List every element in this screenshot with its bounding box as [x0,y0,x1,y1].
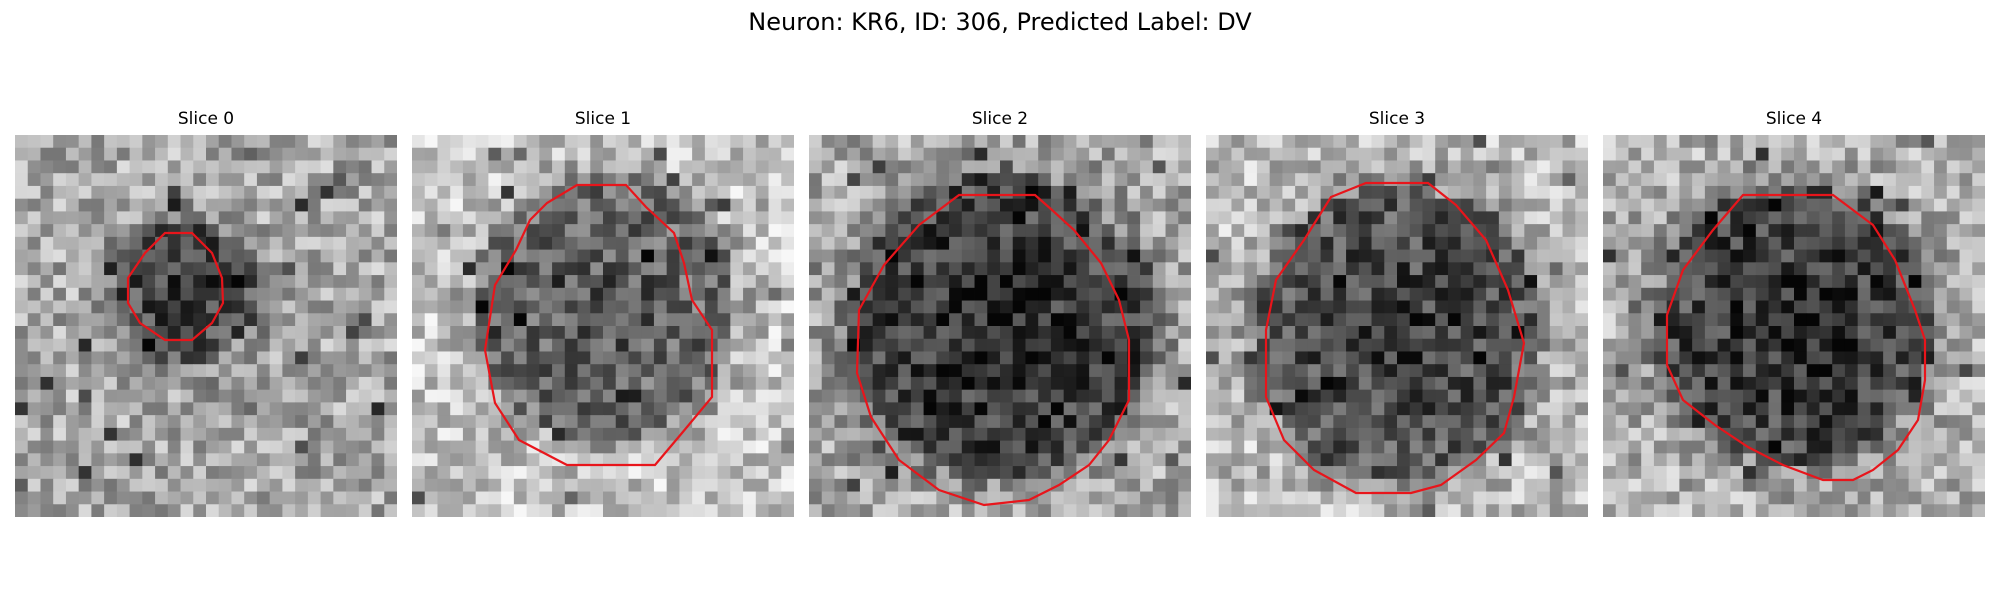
slice-2-pixel-grid [809,135,1191,517]
slice-image-3-svg [1206,135,1588,517]
slice-title-0: Slice 0 [177,109,235,129]
slice-title-1: Slice 1 [574,109,632,129]
slice-image-0-svg [15,135,397,517]
slice-4-roi-contour [1665,193,1927,482]
slice-image-3 [1206,135,1588,517]
slice-3-roi-contour [1264,181,1526,495]
slice-panel-3: Slice 3 [1206,108,1588,517]
slice-image-4 [1603,135,1985,517]
slice-image-1-svg [412,135,794,517]
slice-image-2 [809,135,1191,517]
slice-title-3: Slice 3 [1368,109,1426,129]
slice-panel-4: Slice 4 [1603,108,1985,517]
slice-image-2-svg [809,135,1191,517]
slice-panel-1: Slice 1 [412,108,794,517]
slice-3-pixel-grid [1206,135,1588,517]
slice-panel-0: Slice 0 [15,108,397,517]
slice-4-pixel-grid [1603,135,1985,517]
slice-title-4: Slice 4 [1765,109,1823,129]
slice-image-4-svg [1603,135,1985,517]
slice-2-roi-contour [855,193,1131,507]
slice-1-pixel-grid [412,135,794,517]
slice-title-2: Slice 2 [971,109,1029,129]
slice-0-roi-contour [126,231,225,342]
slice-image-1 [412,135,794,517]
slice-image-0 [15,135,397,517]
slice-0-pixel-grid [15,135,397,517]
slice-panel-2: Slice 2 [809,108,1191,517]
slice-1-roi-contour [483,183,714,467]
figure-title: Neuron: KR6, ID: 306, Predicted Label: D… [748,8,1252,36]
